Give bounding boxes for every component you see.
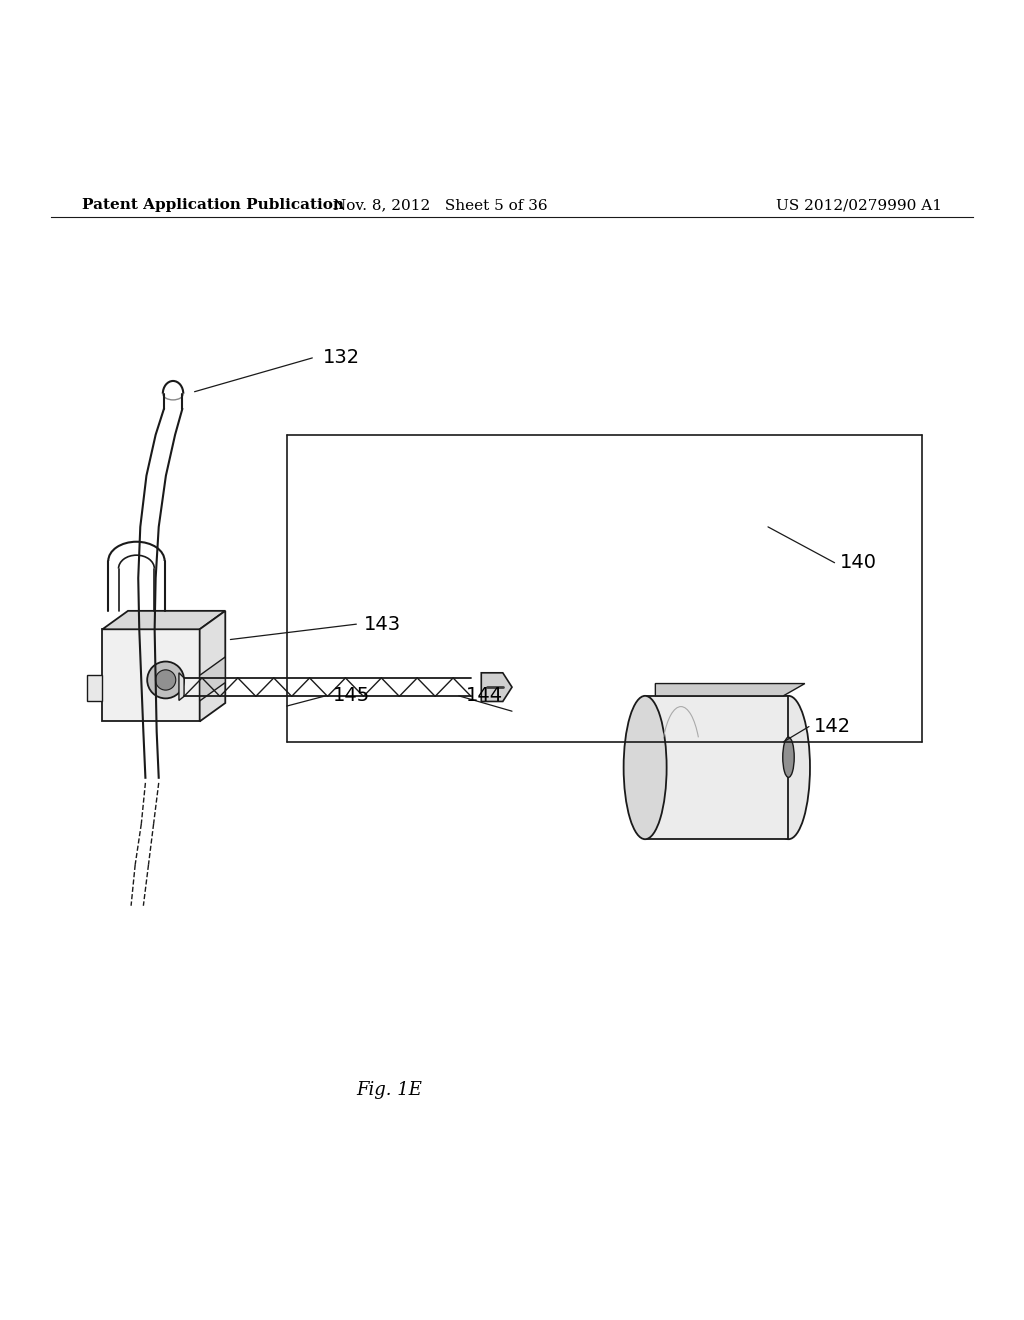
Polygon shape [655, 684, 805, 696]
Polygon shape [102, 611, 225, 630]
Ellipse shape [624, 696, 667, 840]
Polygon shape [200, 611, 225, 722]
Text: Nov. 8, 2012   Sheet 5 of 36: Nov. 8, 2012 Sheet 5 of 36 [333, 198, 548, 213]
Text: Patent Application Publication: Patent Application Publication [82, 198, 344, 213]
Text: 142: 142 [814, 717, 851, 737]
Text: 144: 144 [466, 686, 503, 705]
Polygon shape [645, 696, 788, 840]
Text: 145: 145 [333, 686, 370, 705]
Ellipse shape [767, 696, 810, 840]
Text: US 2012/0279990 A1: US 2012/0279990 A1 [776, 198, 942, 213]
Circle shape [147, 661, 184, 698]
Text: 140: 140 [840, 553, 877, 573]
Polygon shape [200, 657, 225, 701]
Polygon shape [87, 676, 102, 701]
Circle shape [156, 669, 176, 690]
Polygon shape [102, 630, 200, 722]
Text: 143: 143 [364, 615, 400, 634]
Text: 132: 132 [323, 348, 359, 367]
Polygon shape [481, 673, 512, 701]
Text: Fig. 1E: Fig. 1E [356, 1081, 422, 1100]
Ellipse shape [782, 737, 795, 777]
Polygon shape [179, 673, 184, 701]
